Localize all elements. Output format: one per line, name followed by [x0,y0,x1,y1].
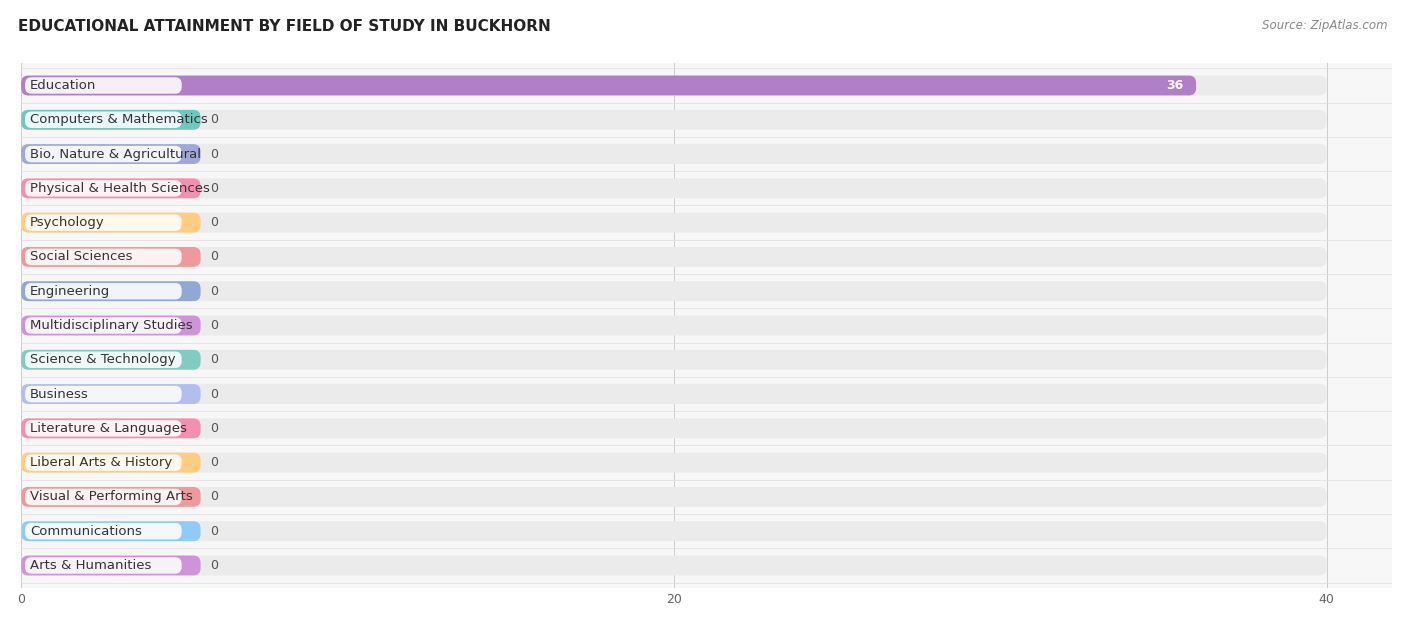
FancyBboxPatch shape [21,453,201,473]
FancyBboxPatch shape [21,350,1327,370]
Text: 0: 0 [211,113,218,126]
Text: Arts & Humanities: Arts & Humanities [31,559,152,572]
Text: 0: 0 [211,387,218,401]
Text: Science & Technology: Science & Technology [31,353,176,367]
FancyBboxPatch shape [21,178,201,198]
FancyBboxPatch shape [21,110,1327,130]
Text: Education: Education [31,79,97,92]
FancyBboxPatch shape [21,487,201,507]
Text: Business: Business [31,387,89,401]
FancyBboxPatch shape [21,281,1327,301]
Text: 0: 0 [211,147,218,161]
FancyBboxPatch shape [25,557,181,574]
FancyBboxPatch shape [25,351,181,368]
FancyBboxPatch shape [21,384,201,404]
FancyBboxPatch shape [25,146,181,162]
FancyBboxPatch shape [21,281,201,301]
FancyBboxPatch shape [21,521,201,541]
Text: 0: 0 [211,353,218,367]
FancyBboxPatch shape [21,384,1327,404]
FancyBboxPatch shape [21,315,201,336]
FancyBboxPatch shape [25,77,181,94]
Text: Psychology: Psychology [31,216,105,229]
FancyBboxPatch shape [21,418,1327,438]
FancyBboxPatch shape [21,76,1327,95]
FancyBboxPatch shape [25,420,181,437]
FancyBboxPatch shape [21,556,201,575]
FancyBboxPatch shape [25,248,181,265]
FancyBboxPatch shape [21,144,201,164]
FancyBboxPatch shape [21,350,201,370]
FancyBboxPatch shape [21,76,1197,95]
Text: 0: 0 [211,456,218,469]
FancyBboxPatch shape [21,556,1327,575]
FancyBboxPatch shape [21,213,201,233]
FancyBboxPatch shape [25,283,181,300]
Text: 0: 0 [211,559,218,572]
FancyBboxPatch shape [21,418,201,438]
Text: EDUCATIONAL ATTAINMENT BY FIELD OF STUDY IN BUCKHORN: EDUCATIONAL ATTAINMENT BY FIELD OF STUDY… [18,19,551,34]
FancyBboxPatch shape [25,317,181,334]
Text: Social Sciences: Social Sciences [31,250,132,264]
FancyBboxPatch shape [21,178,1327,198]
FancyBboxPatch shape [21,487,1327,507]
Text: Engineering: Engineering [31,284,111,298]
Text: 36: 36 [1166,79,1182,92]
FancyBboxPatch shape [25,111,181,128]
FancyBboxPatch shape [21,453,1327,473]
FancyBboxPatch shape [21,315,1327,336]
Text: Communications: Communications [31,525,142,538]
Text: Literature & Languages: Literature & Languages [31,422,187,435]
Text: Visual & Performing Arts: Visual & Performing Arts [31,490,193,504]
Text: Bio, Nature & Agricultural: Bio, Nature & Agricultural [31,147,201,161]
Text: Source: ZipAtlas.com: Source: ZipAtlas.com [1263,19,1388,32]
FancyBboxPatch shape [21,213,1327,233]
FancyBboxPatch shape [21,144,1327,164]
FancyBboxPatch shape [25,386,181,403]
Text: 0: 0 [211,250,218,264]
Text: Physical & Health Sciences: Physical & Health Sciences [31,182,209,195]
Text: Computers & Mathematics: Computers & Mathematics [31,113,208,126]
FancyBboxPatch shape [21,521,1327,541]
Text: 0: 0 [211,490,218,504]
FancyBboxPatch shape [21,110,201,130]
FancyBboxPatch shape [21,247,201,267]
Text: 0: 0 [211,525,218,538]
FancyBboxPatch shape [25,180,181,197]
Text: 0: 0 [211,182,218,195]
Text: Multidisciplinary Studies: Multidisciplinary Studies [31,319,193,332]
FancyBboxPatch shape [25,214,181,231]
FancyBboxPatch shape [25,489,181,505]
FancyBboxPatch shape [25,454,181,471]
Text: 0: 0 [211,422,218,435]
Text: Liberal Arts & History: Liberal Arts & History [31,456,173,469]
FancyBboxPatch shape [21,247,1327,267]
Text: 0: 0 [211,216,218,229]
Text: 0: 0 [211,284,218,298]
Text: 0: 0 [211,319,218,332]
FancyBboxPatch shape [25,523,181,540]
